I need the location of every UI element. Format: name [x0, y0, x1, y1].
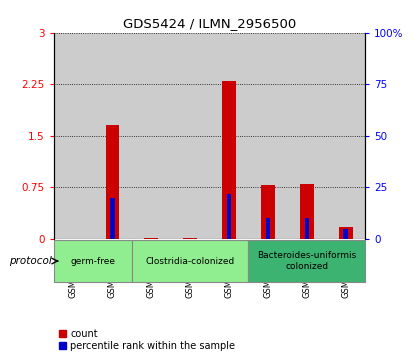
Bar: [222, 81, 236, 239]
Bar: [171, 33, 210, 239]
Bar: [110, 198, 115, 239]
Bar: [144, 237, 158, 239]
Bar: [54, 240, 132, 282]
Bar: [344, 229, 348, 239]
Bar: [266, 218, 270, 239]
Text: Bacteroides-uniformis
colonized: Bacteroides-uniformis colonized: [257, 251, 356, 271]
Bar: [132, 33, 171, 239]
Title: GDS5424 / ILMN_2956500: GDS5424 / ILMN_2956500: [123, 17, 296, 30]
Bar: [261, 185, 275, 239]
Bar: [183, 237, 197, 239]
Bar: [326, 33, 365, 239]
Bar: [132, 240, 249, 282]
Legend: count, percentile rank within the sample: count, percentile rank within the sample: [55, 325, 239, 355]
Bar: [54, 33, 93, 239]
Bar: [300, 184, 314, 239]
Bar: [93, 33, 132, 239]
Bar: [249, 33, 287, 239]
Bar: [105, 126, 119, 239]
Text: germ-free: germ-free: [71, 257, 115, 266]
Bar: [249, 240, 365, 282]
Bar: [287, 33, 326, 239]
Bar: [339, 227, 353, 239]
Bar: [210, 33, 249, 239]
Bar: [305, 218, 309, 239]
Text: protocol: protocol: [9, 256, 52, 266]
Bar: [227, 193, 232, 239]
Text: Clostridia-colonized: Clostridia-colonized: [146, 257, 235, 266]
